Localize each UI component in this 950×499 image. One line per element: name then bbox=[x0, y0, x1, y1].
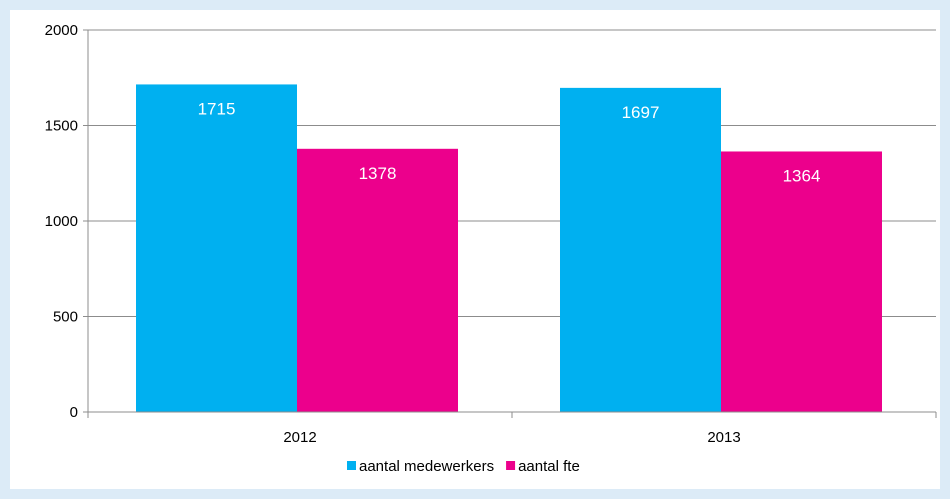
y-tick-label: 500 bbox=[53, 309, 78, 326]
bar bbox=[560, 87, 721, 413]
axes bbox=[83, 29, 937, 418]
y-tick-label: 1500 bbox=[45, 118, 78, 135]
bar bbox=[721, 151, 882, 412]
bar bbox=[136, 84, 297, 412]
bar bbox=[297, 148, 458, 412]
bar-value-label: 1697 bbox=[622, 103, 660, 122]
bar-chart: 0 500 1000 1500 2000 2012 2013 1715 1378 1697 13… bbox=[45, 22, 937, 475]
bar-value-label: 1715 bbox=[198, 99, 236, 118]
x-tick-label: 2012 bbox=[283, 429, 316, 446]
chart-panel: 0 500 1000 1500 2000 2012 2013 1715 1378 1697 13… bbox=[10, 10, 940, 489]
bar-value-label: 1364 bbox=[783, 166, 821, 185]
legend: aantal medewerkers aantal fte bbox=[347, 458, 580, 475]
bar-value-labels: 1715 1378 1697 1364 bbox=[198, 99, 821, 185]
y-tick-label: 2000 bbox=[45, 22, 78, 39]
x-tick-labels: 2012 2013 bbox=[283, 429, 740, 446]
legend-label: aantal medewerkers bbox=[359, 458, 494, 475]
legend-swatch bbox=[506, 461, 516, 470]
y-tick-label: 0 bbox=[70, 404, 78, 421]
legend-swatch bbox=[347, 461, 356, 470]
y-tick-label: 1000 bbox=[45, 213, 78, 230]
bar-value-label: 1378 bbox=[359, 164, 397, 183]
x-tick-label: 2013 bbox=[707, 429, 740, 446]
y-tick-labels: 0 500 1000 1500 2000 bbox=[45, 22, 78, 421]
bars bbox=[136, 84, 882, 413]
legend-label: aantal fte bbox=[518, 458, 580, 475]
